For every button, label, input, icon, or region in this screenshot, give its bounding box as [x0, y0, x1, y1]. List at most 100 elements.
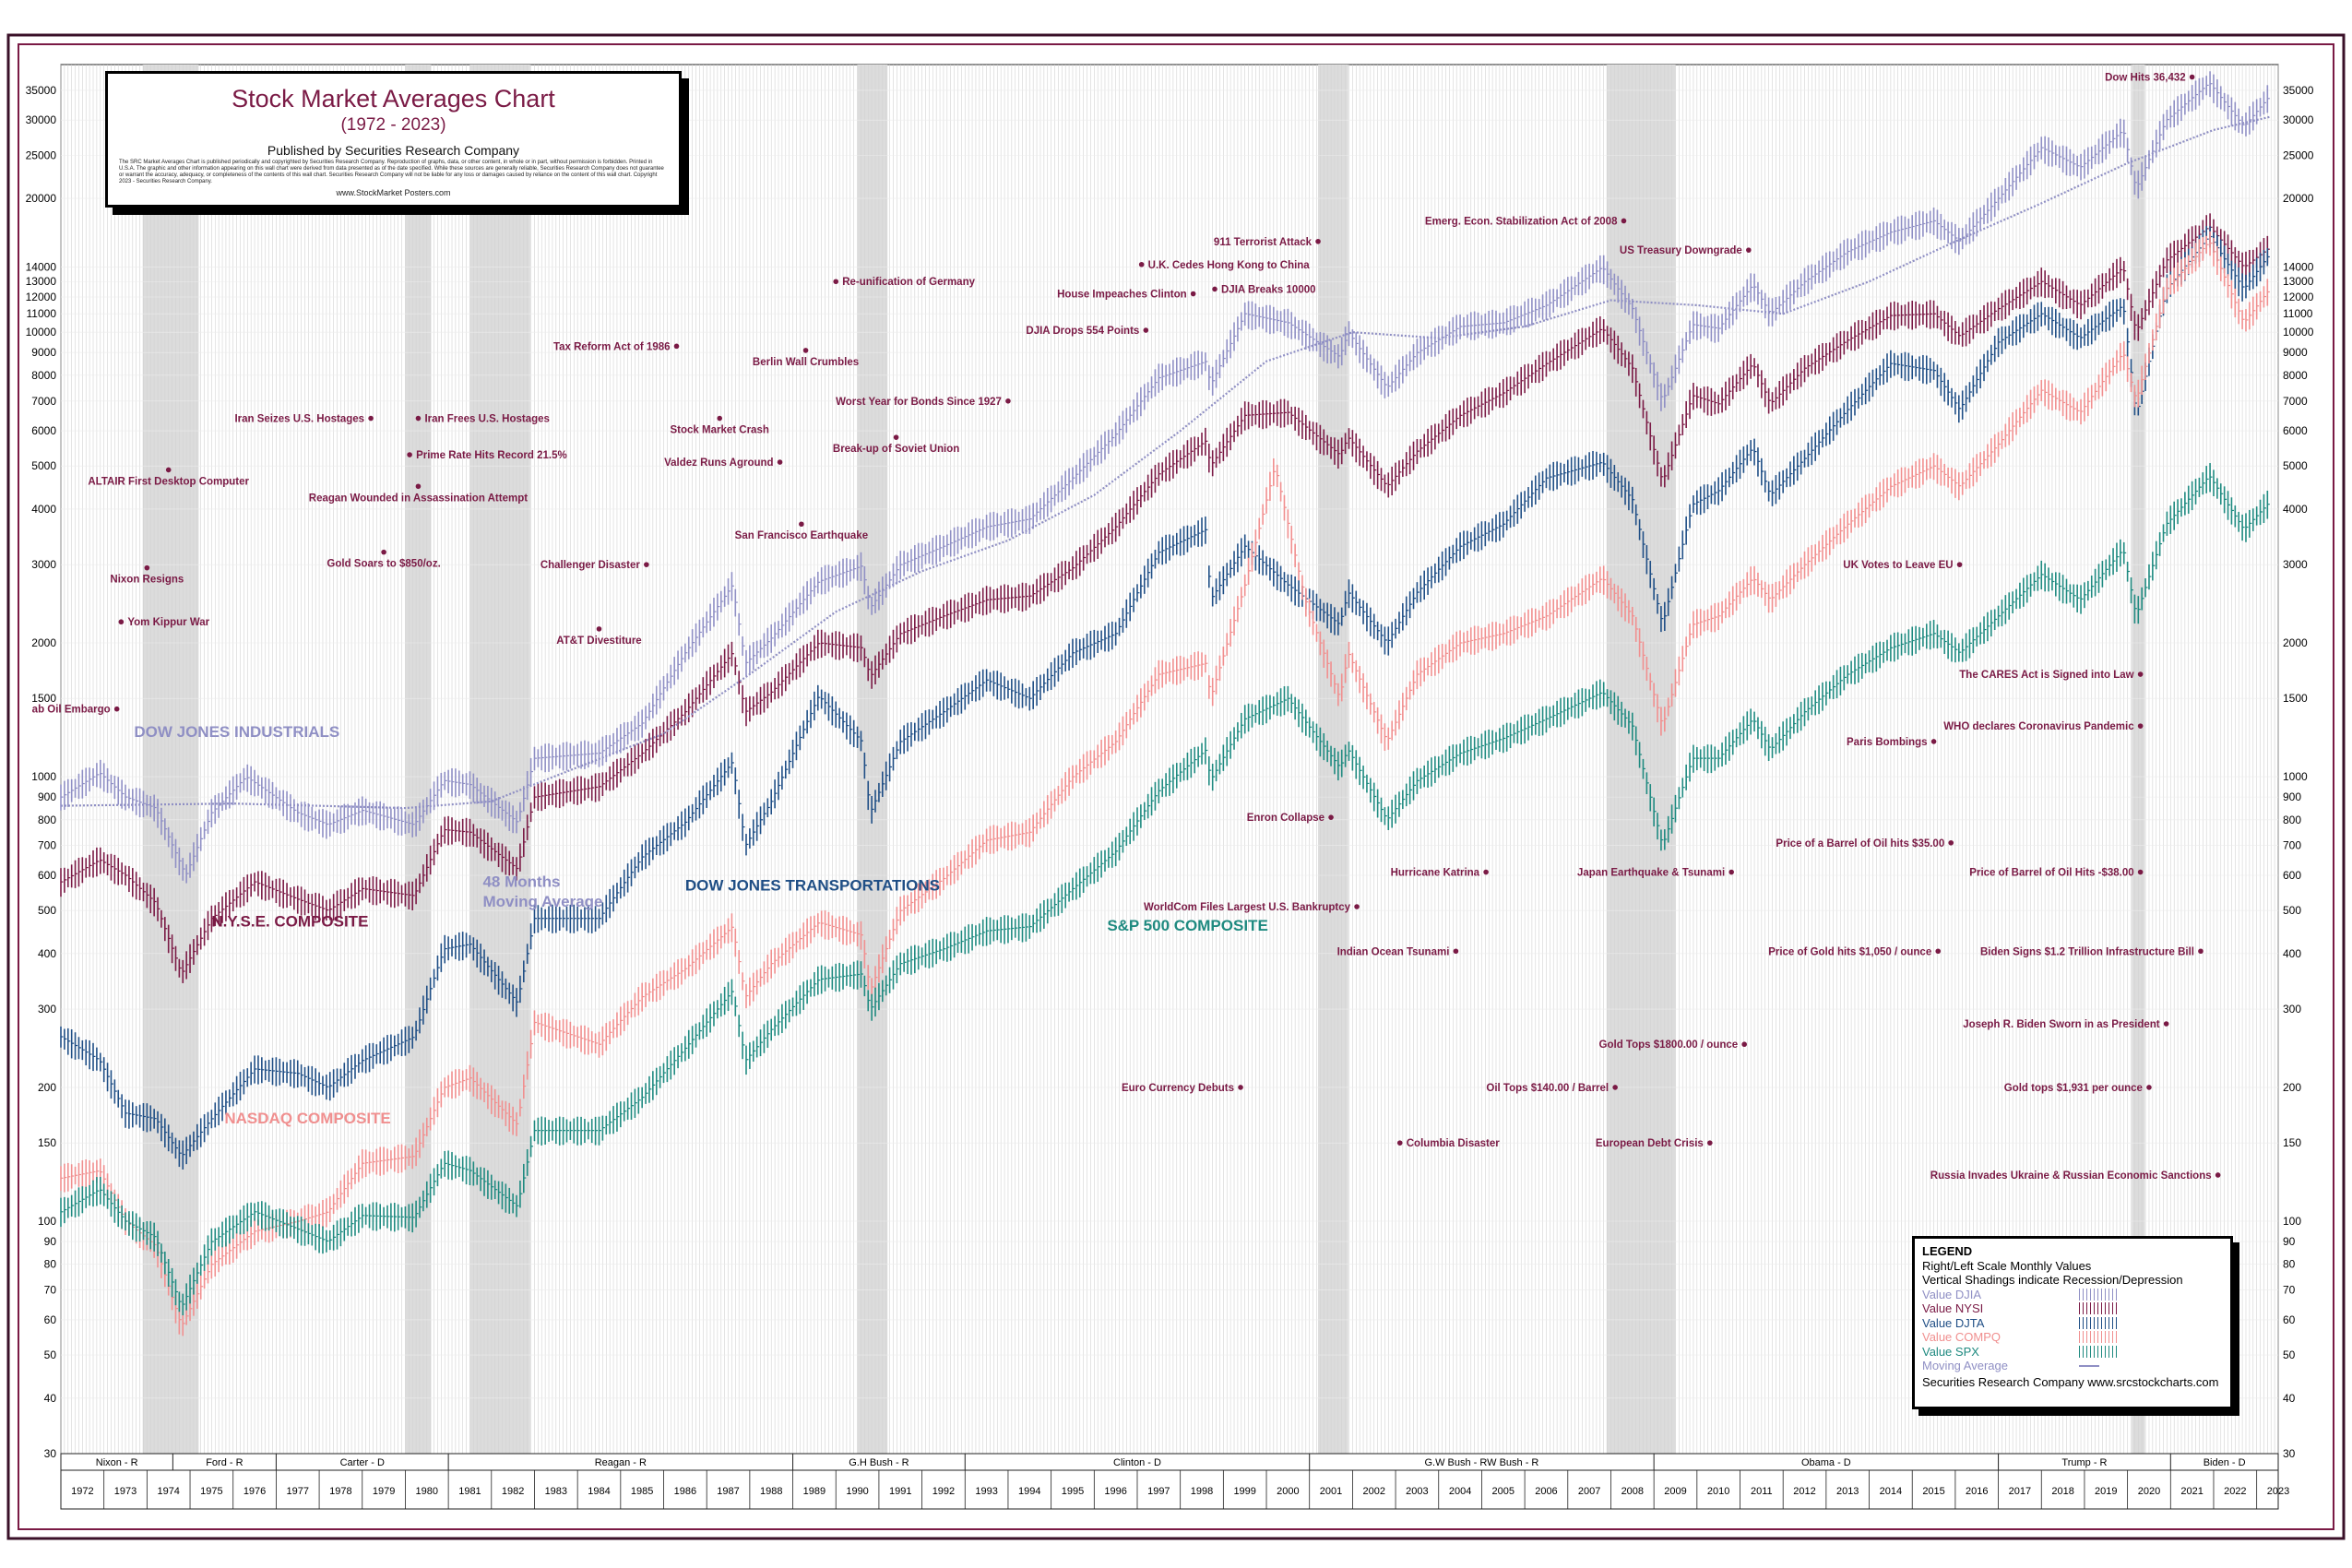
y-tick-label-left: 20000	[26, 192, 57, 205]
y-tick-label-right: 500	[2283, 904, 2301, 917]
president-label: Obama - D	[1801, 1457, 1851, 1468]
president-label: G.W Bush - RW Bush - R	[1424, 1457, 1538, 1468]
y-tick-label-left: 200	[38, 1081, 56, 1094]
y-tick-label-right: 90	[2283, 1235, 2296, 1248]
president-label: Clinton - D	[1113, 1457, 1161, 1468]
y-tick-label-right: 30	[2283, 1447, 2296, 1460]
y-tick-label-right: 40	[2283, 1392, 2296, 1405]
x-tick-label: 2011	[1751, 1486, 1773, 1497]
y-tick-label-right: 4000	[2283, 503, 2308, 516]
y-tick-label-right: 150	[2283, 1136, 2301, 1149]
x-tick-label: 2004	[1449, 1486, 1471, 1497]
y-tick-label-left: 500	[38, 904, 56, 917]
x-tick-label: 2019	[2095, 1486, 2117, 1497]
y-tick-label-left: 9000	[31, 346, 56, 359]
recession-band	[469, 65, 530, 1454]
y-tick-label-left: 90	[44, 1235, 57, 1248]
y-tick-label-right: 20000	[2283, 192, 2314, 205]
y-tick-label-right: 3000	[2283, 558, 2308, 571]
y-tick-label-right: 8000	[2283, 369, 2308, 382]
x-tick-label: 1990	[846, 1486, 868, 1497]
y-tick-label-right: 13000	[2283, 275, 2314, 288]
president-label: Carter - D	[340, 1457, 385, 1468]
y-tick-label-left: 900	[38, 790, 56, 803]
y-tick-label-left: 300	[38, 1003, 56, 1016]
y-tick-label-right: 200	[2283, 1081, 2301, 1094]
president-label: Trump - R	[2061, 1457, 2107, 1468]
x-tick-label: 2017	[2009, 1486, 2031, 1497]
x-tick-label: 1996	[1104, 1486, 1126, 1497]
president-label: Biden - D	[2204, 1457, 2246, 1468]
x-tick-label: 1997	[1147, 1486, 1170, 1497]
x-tick-label: 2018	[2051, 1486, 2073, 1497]
y-tick-label-right: 30000	[2283, 113, 2314, 126]
x-tick-label: 1986	[674, 1486, 696, 1497]
y-tick-label-left: 30000	[26, 113, 57, 126]
y-tick-label-right: 1000	[2283, 770, 2308, 783]
y-tick-label-left: 50	[44, 1348, 57, 1361]
y-tick-label-right: 900	[2283, 790, 2301, 803]
series-1	[60, 213, 2270, 983]
x-tick-label: 1985	[631, 1486, 653, 1497]
x-tick-label: 2003	[1406, 1486, 1428, 1497]
recession-band	[405, 65, 432, 1454]
y-tick-label-right: 600	[2283, 869, 2301, 882]
y-tick-label-left: 600	[38, 869, 56, 882]
y-tick-label-right: 100	[2283, 1215, 2301, 1228]
x-tick-label: 1972	[71, 1486, 93, 1497]
series-3	[60, 231, 2270, 1336]
y-tick-label-left: 4000	[31, 503, 56, 516]
y-tick-label-right: 400	[2283, 947, 2301, 960]
president-label: Reagan - R	[595, 1457, 647, 1468]
y-tick-label-left: 8000	[31, 369, 56, 382]
x-tick-label: 1998	[1191, 1486, 1213, 1497]
y-tick-label-left: 40	[44, 1392, 57, 1405]
y-tick-label-right: 5000	[2283, 459, 2308, 472]
x-tick-label: 2002	[1362, 1486, 1384, 1497]
y-tick-label-right: 6000	[2283, 424, 2308, 437]
x-tick-label: 1980	[416, 1486, 438, 1497]
y-tick-label-left: 35000	[26, 84, 57, 97]
x-tick-label: 1976	[244, 1486, 266, 1497]
president-label: Nixon - R	[96, 1457, 138, 1468]
x-tick-label: 2023	[2267, 1486, 2289, 1497]
y-tick-label-right: 35000	[2283, 84, 2314, 97]
y-tick-label-left: 12000	[26, 291, 57, 303]
x-tick-label: 1999	[1233, 1486, 1255, 1497]
x-tick-label: 1984	[588, 1486, 610, 1497]
y-tick-label-left: 6000	[31, 424, 56, 437]
x-tick-label: 2012	[1793, 1486, 1815, 1497]
x-tick-label: 1995	[1062, 1486, 1084, 1497]
y-tick-label-right: 70	[2283, 1284, 2296, 1297]
president-band	[60, 1453, 2279, 1471]
y-tick-label-left: 10000	[26, 326, 57, 339]
y-tick-label-right: 25000	[2283, 148, 2314, 161]
x-tick-label: 2001	[1320, 1486, 1342, 1497]
y-tick-label-right: 700	[2283, 839, 2301, 852]
x-tick-label: 1978	[329, 1486, 351, 1497]
y-tick-label-right: 1500	[2283, 692, 2308, 705]
x-tick-label: 2022	[2224, 1486, 2246, 1497]
x-tick-label: 2014	[1880, 1486, 1902, 1497]
x-tick-label: 1973	[114, 1486, 137, 1497]
y-tick-label-left: 1500	[31, 692, 56, 705]
y-tick-label-left: 25000	[26, 148, 57, 161]
recession-band	[1606, 65, 1676, 1454]
y-tick-label-left: 700	[38, 839, 56, 852]
president-label: G.H Bush - R	[849, 1457, 909, 1468]
y-tick-label-right: 11000	[2283, 307, 2313, 320]
y-tick-label-left: 70	[44, 1284, 57, 1297]
y-tick-label-left: 14000	[26, 261, 57, 274]
x-tick-label: 2007	[1578, 1486, 1600, 1497]
y-tick-label-right: 12000	[2283, 291, 2314, 303]
x-tick-label: 2000	[1277, 1486, 1299, 1497]
outer-frame	[6, 33, 2346, 1540]
y-tick-label-left: 60	[44, 1313, 57, 1326]
y-tick-label-right: 800	[2283, 814, 2301, 826]
x-tick-label: 1994	[1018, 1486, 1040, 1497]
recession-band	[142, 65, 199, 1454]
y-tick-label-left: 100	[38, 1215, 56, 1228]
x-tick-label: 1982	[502, 1486, 524, 1497]
y-tick-label-left: 3000	[31, 558, 56, 571]
x-tick-label: 2009	[1664, 1486, 1686, 1497]
